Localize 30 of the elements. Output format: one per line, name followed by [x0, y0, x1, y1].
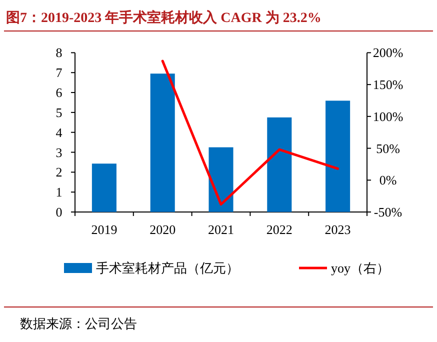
y-tick-label: 1 — [56, 184, 62, 200]
y2-tick-label: 200% — [372, 45, 404, 60]
y-tick-label: 8 — [56, 45, 62, 60]
legend-label: yoy（右） — [331, 260, 390, 276]
x-tick-label: 2023 — [324, 222, 351, 237]
chart-title: 图7：2019-2023 年手术室耗材收入 CAGR 为 23.2% — [6, 9, 322, 26]
y2-tick-label: 50% — [376, 140, 400, 156]
y-tick-label: 7 — [56, 65, 63, 80]
y2-tick-label: 100% — [372, 108, 404, 124]
y-tick-label: 4 — [56, 124, 63, 140]
legend-label: 手术室耗材产品（亿元） — [96, 260, 239, 276]
y-tick-label: 0 — [56, 204, 62, 220]
y-tick-label: 6 — [56, 85, 63, 100]
bar — [267, 117, 292, 212]
line-series — [161, 60, 340, 206]
y-tick-label: 3 — [56, 144, 62, 160]
x-tick-label: 2019 — [91, 222, 118, 237]
y-tick-label: 5 — [56, 104, 62, 120]
y2-tick-label: 0% — [379, 172, 397, 188]
y-tick-label: 2 — [56, 164, 62, 180]
bar — [92, 164, 116, 212]
x-tick-label: 2021 — [208, 222, 234, 237]
x-tick-label: 2022 — [266, 222, 292, 237]
source-note: 数据来源：公司公告 — [20, 316, 137, 331]
bar — [326, 100, 350, 212]
y2-tick-label: -50% — [374, 204, 402, 220]
bar — [208, 147, 234, 212]
y2-tick-label: 150% — [372, 77, 404, 92]
x-tick-label: 2020 — [150, 222, 176, 237]
bar — [150, 74, 175, 212]
